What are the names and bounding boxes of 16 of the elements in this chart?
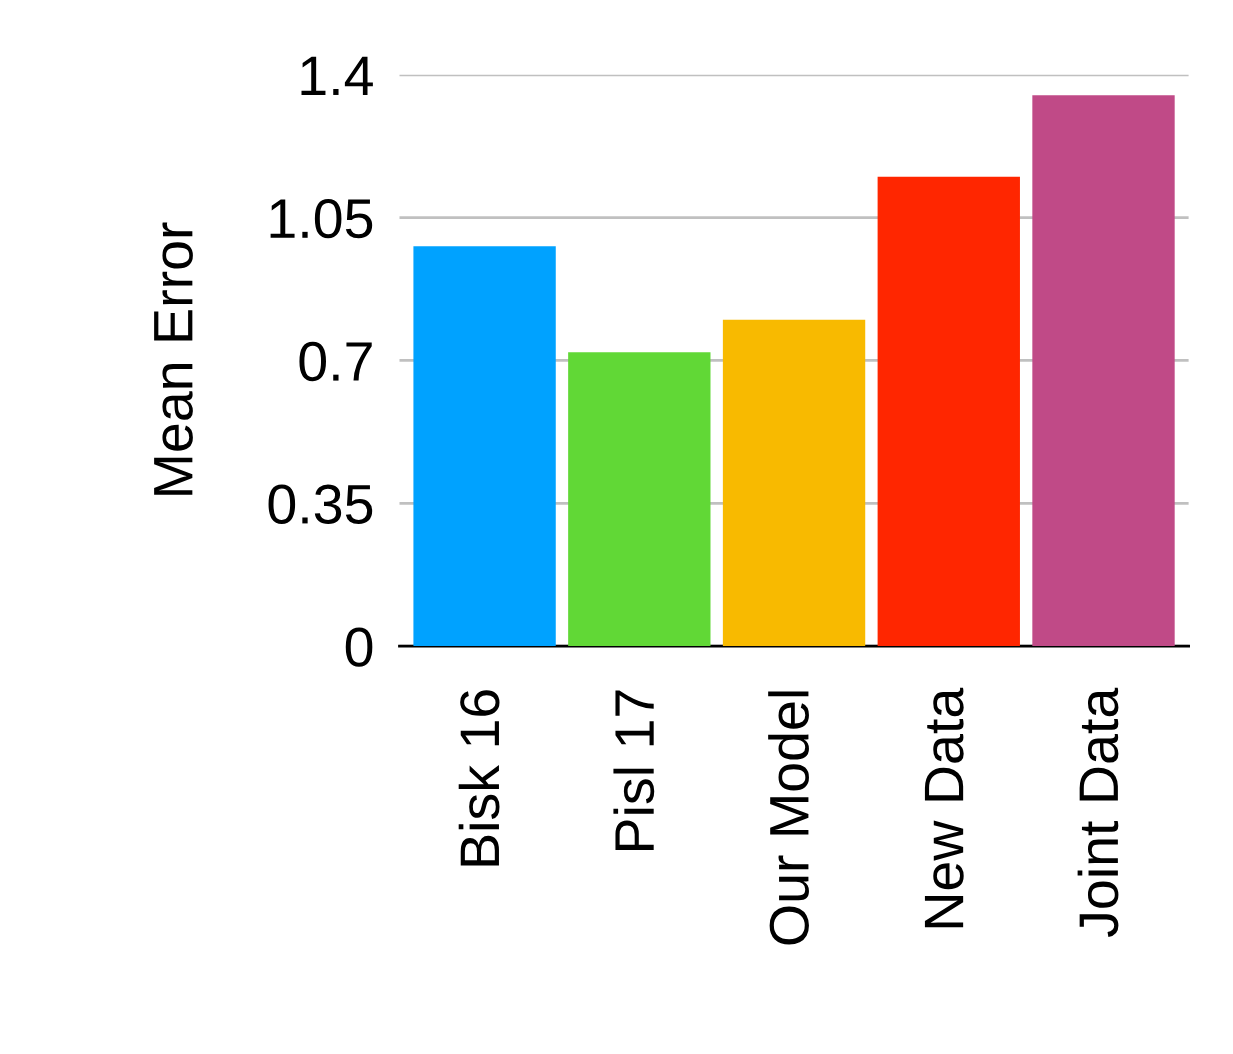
y-tick-label: 1.4	[301, 56, 373, 95]
bar	[413, 246, 556, 647]
y-axis-title: Mean Error	[154, 222, 193, 495]
bar	[568, 352, 711, 647]
y-tick-label: 0.7	[299, 341, 372, 382]
bar	[877, 176, 1020, 647]
x-tick-label: Our Model	[768, 691, 809, 945]
y-tick-label: 0	[345, 627, 373, 667]
x-tick-label: Pisl 17	[613, 690, 655, 850]
y-tick-label: 1.05	[270, 198, 373, 239]
bar	[1032, 95, 1175, 647]
x-tick-label: Bisk 16	[458, 690, 500, 866]
y-tick-label: 0.35	[268, 484, 373, 524]
x-tick-label: Joint Data	[1077, 687, 1119, 938]
x-tick-label: New Data	[924, 687, 964, 928]
bar	[722, 319, 866, 647]
